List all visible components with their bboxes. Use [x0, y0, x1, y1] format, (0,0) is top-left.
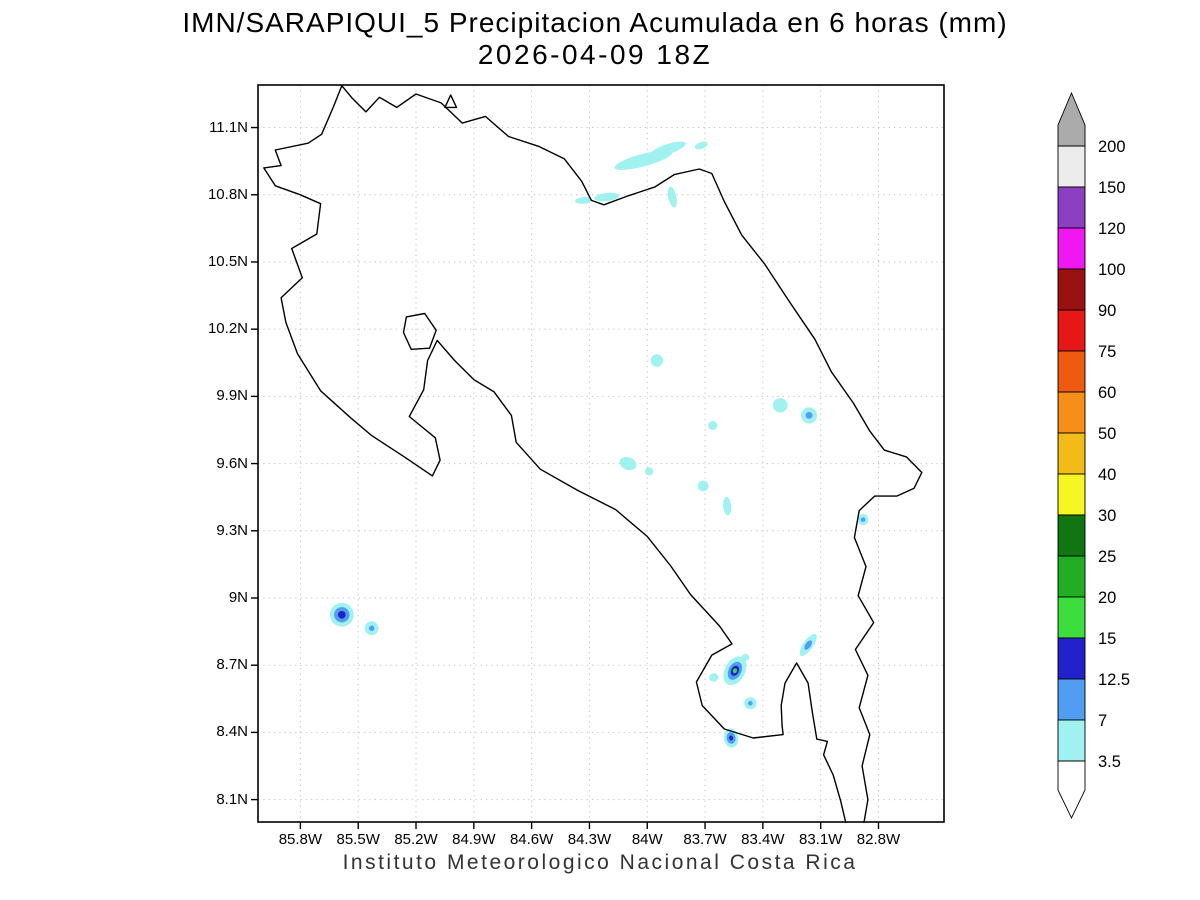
precip-cell [594, 192, 620, 202]
y-tick-label: 9N [228, 588, 248, 606]
colorbar-label: 150 [1098, 179, 1126, 197]
colorbar-label: 12.5 [1098, 671, 1130, 689]
precip-cell [650, 354, 664, 367]
y-tick-label: 9.6N [216, 454, 248, 472]
precip-cell [575, 196, 593, 204]
colorbar-segment [1057, 596, 1086, 639]
precip-cell [799, 633, 817, 657]
colorbar-label: 40 [1098, 466, 1116, 484]
axis-ticks [251, 126, 880, 829]
y-tick-label: 11.1N [209, 118, 248, 136]
chart-title: IMN/SARAPIQUI_5 Precipitacion Acumulada … [182, 7, 1008, 38]
colorbar-label: 20 [1098, 589, 1116, 607]
precip-cell [857, 513, 869, 526]
colorbar-segment [1057, 678, 1086, 721]
precip-cell [741, 653, 750, 661]
colorbar-segment [1057, 350, 1086, 393]
y-tick-label: 9.9N [216, 387, 248, 405]
precip-cell [723, 728, 739, 748]
y-tick-label: 10.5N [207, 252, 248, 270]
colorbar-label: 3.5 [1098, 753, 1121, 771]
colorbar-label: 15 [1098, 630, 1116, 648]
x-tick-label: 85.2W [394, 831, 438, 848]
colorbar-label: 200 [1098, 138, 1126, 156]
x-tick-label: 84.3W [567, 831, 612, 848]
precipitation-map-canvas [251, 84, 945, 829]
y-tick-label: 8.1N [216, 790, 248, 808]
colorbar-segment [1057, 391, 1086, 434]
precip-cell [708, 421, 718, 430]
colorbar-segment [1057, 227, 1086, 270]
colorbar-label: 100 [1098, 261, 1126, 279]
colorbar-segment [1057, 514, 1086, 557]
colorbar-arrow-top [1057, 91, 1086, 147]
precip-cells [329, 141, 869, 748]
precip-cell [619, 456, 637, 471]
precip-cell [772, 398, 788, 413]
precip-cell [364, 621, 379, 636]
colorbar-arrow-bottom [1057, 760, 1086, 820]
x-tick-label: 83.7W [683, 831, 727, 848]
colorbar-label: 7 [1098, 712, 1107, 730]
x-tick-label: 85.8W [278, 831, 323, 848]
precip-cell [744, 697, 757, 710]
gridlines [258, 85, 944, 822]
plot-frame [257, 84, 945, 823]
x-tick-label: 84W [631, 831, 663, 848]
footer-caption: Instituto Meteorologico Nacional Costa R… [342, 851, 858, 874]
x-tick-label: 82.8W [856, 831, 901, 848]
y-tick-label: 10.2N [207, 320, 248, 338]
colorbar-segment [1057, 555, 1086, 598]
precip-cell [667, 186, 677, 208]
x-tick-label: 84.9W [452, 831, 496, 848]
precip-cell [644, 467, 654, 476]
x-tick-label: 85.5W [336, 831, 380, 848]
y-tick-label: 8.4N [216, 723, 248, 741]
colorbar-label: 30 [1098, 507, 1116, 525]
precip-cell [329, 602, 354, 627]
precip-cell [723, 496, 732, 516]
x-tick-label: 83.4W [741, 831, 785, 848]
colorbar-label: 120 [1098, 220, 1126, 238]
precip-cell [694, 141, 708, 150]
colorbar-label: 50 [1098, 425, 1116, 443]
precip-cell [709, 673, 719, 682]
colorbar-segment [1057, 186, 1086, 229]
x-tick-label: 84.6W [509, 831, 554, 848]
x-tick-label: 83.1W [798, 831, 843, 848]
precip-cell [723, 656, 747, 686]
colorbar: 200 150 120 100 90 75 60 50 40 30 25 20 15 12.5 7 3.5 [1057, 91, 1130, 820]
colorbar-label: 60 [1098, 384, 1116, 402]
precip-cell [697, 480, 709, 492]
coastline [263, 85, 923, 824]
precip-cell [801, 407, 818, 424]
colorbar-segment [1057, 268, 1086, 311]
colorbar-label: 25 [1098, 548, 1116, 566]
colorbar-segment [1057, 719, 1086, 762]
precip-cell [650, 141, 686, 157]
colorbar-segment [1057, 473, 1086, 516]
y-tick-label: 9.3N [216, 521, 248, 539]
colorbar-segment [1057, 637, 1086, 680]
y-tick-label: 10.8N [207, 185, 248, 203]
colorbar-segment [1057, 145, 1086, 188]
colorbar-segment [1057, 432, 1086, 475]
colorbar-label: 75 [1098, 343, 1116, 361]
colorbar-label: 90 [1098, 302, 1116, 320]
y-tick-label: 8.7N [216, 656, 248, 674]
chart-subtitle: 2026-04-09 18Z [477, 39, 713, 70]
colorbar-segment [1057, 309, 1086, 352]
